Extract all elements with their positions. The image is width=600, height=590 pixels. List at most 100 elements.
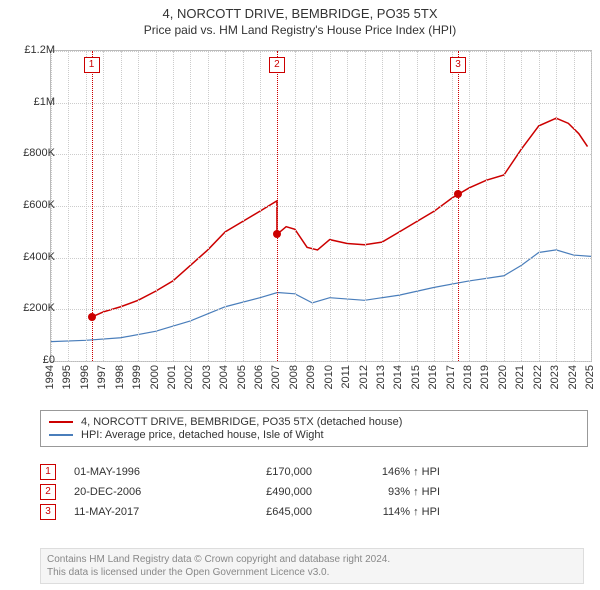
x-tick-label: 2010: [323, 365, 335, 389]
gridline-v: [295, 51, 296, 361]
x-tick-label: 2019: [479, 365, 491, 389]
series-line-property: [92, 118, 588, 317]
gridline-h: [51, 103, 591, 104]
gridline-v: [382, 51, 383, 361]
gridline-v: [539, 51, 540, 361]
gridline-v: [138, 51, 139, 361]
sale-price: £645,000: [212, 506, 312, 518]
gridline-v: [156, 51, 157, 361]
gridline-h: [51, 361, 591, 362]
x-tick-label: 2003: [201, 365, 213, 389]
gridline-v: [243, 51, 244, 361]
table-row: 2 20-DEC-2006 £490,000 93% ↑ HPI: [40, 484, 440, 500]
y-tick-label: £200K: [10, 302, 55, 314]
sale-marker: 1: [84, 57, 100, 73]
gridline-h: [51, 258, 591, 259]
gridline-v: [434, 51, 435, 361]
x-tick-label: 2013: [375, 365, 387, 389]
gridline-v: [347, 51, 348, 361]
sale-pct: 146% ↑ HPI: [330, 466, 440, 478]
x-tick-label: 2017: [445, 365, 457, 389]
sale-date: 01-MAY-1996: [74, 466, 194, 478]
gridline-v: [521, 51, 522, 361]
chart-titles: 4, NORCOTT DRIVE, BEMBRIDGE, PO35 5TX Pr…: [0, 0, 600, 37]
legend-label: 4, NORCOTT DRIVE, BEMBRIDGE, PO35 5TX (d…: [81, 416, 402, 428]
footer-attribution: Contains HM Land Registry data © Crown c…: [40, 548, 584, 584]
x-tick-label: 2025: [584, 365, 596, 389]
gridline-v: [556, 51, 557, 361]
x-tick-label: 2009: [305, 365, 317, 389]
x-tick-label: 2007: [270, 365, 282, 389]
y-tick-label: £400K: [10, 251, 55, 263]
gridline-v: [591, 51, 592, 361]
x-tick-label: 2014: [392, 365, 404, 389]
gridline-v: [208, 51, 209, 361]
gridline-v: [399, 51, 400, 361]
sale-index-badge: 3: [40, 504, 56, 520]
x-tick-label: 1996: [79, 365, 91, 389]
y-tick-label: £800K: [10, 147, 55, 159]
x-tick-label: 2024: [567, 365, 579, 389]
gridline-v: [486, 51, 487, 361]
sale-price: £490,000: [212, 486, 312, 498]
y-tick-label: £600K: [10, 199, 55, 211]
x-tick-label: 2004: [218, 365, 230, 389]
sale-date: 11-MAY-2017: [74, 506, 194, 518]
gridline-v: [330, 51, 331, 361]
x-tick-label: 2015: [410, 365, 422, 389]
legend-item: HPI: Average price, detached house, Isle…: [49, 429, 579, 441]
footer-line: This data is licensed under the Open Gov…: [47, 566, 577, 579]
gridline-v: [452, 51, 453, 361]
sale-dot: [88, 313, 96, 321]
x-tick-label: 2018: [462, 365, 474, 389]
x-tick-label: 2016: [427, 365, 439, 389]
y-tick-label: £1M: [10, 96, 55, 108]
x-tick-label: 2020: [497, 365, 509, 389]
legend-item: 4, NORCOTT DRIVE, BEMBRIDGE, PO35 5TX (d…: [49, 416, 579, 428]
sale-vline: [458, 51, 459, 361]
gridline-v: [86, 51, 87, 361]
sale-pct: 114% ↑ HPI: [330, 506, 440, 518]
sale-dot: [273, 230, 281, 238]
gridline-v: [312, 51, 313, 361]
x-tick-label: 2000: [149, 365, 161, 389]
gridline-v: [260, 51, 261, 361]
x-tick-label: 2002: [183, 365, 195, 389]
gridline-h: [51, 154, 591, 155]
chart-title: 4, NORCOTT DRIVE, BEMBRIDGE, PO35 5TX: [0, 6, 600, 21]
x-tick-label: 1995: [61, 365, 73, 389]
sale-date: 20-DEC-2006: [74, 486, 194, 498]
x-tick-label: 2021: [514, 365, 526, 389]
y-tick-label: £1.2M: [10, 44, 55, 56]
gridline-v: [469, 51, 470, 361]
sale-index-badge: 2: [40, 484, 56, 500]
x-tick-label: 1999: [131, 365, 143, 389]
x-tick-label: 1998: [114, 365, 126, 389]
gridline-v: [574, 51, 575, 361]
legend-swatch: [49, 421, 73, 423]
sale-index-badge: 1: [40, 464, 56, 480]
x-tick-label: 1994: [44, 365, 56, 389]
sales-table: 1 01-MAY-1996 £170,000 146% ↑ HPI 2 20-D…: [40, 460, 440, 524]
sale-marker: 2: [269, 57, 285, 73]
x-tick-label: 1997: [96, 365, 108, 389]
gridline-v: [68, 51, 69, 361]
gridline-h: [51, 51, 591, 52]
legend: 4, NORCOTT DRIVE, BEMBRIDGE, PO35 5TX (d…: [40, 410, 588, 447]
chart-subtitle: Price paid vs. HM Land Registry's House …: [0, 23, 600, 37]
sale-vline: [277, 51, 278, 361]
x-tick-label: 2011: [340, 365, 352, 389]
sale-price: £170,000: [212, 466, 312, 478]
sale-marker: 3: [450, 57, 466, 73]
gridline-v: [190, 51, 191, 361]
gridline-v: [103, 51, 104, 361]
gridline-v: [504, 51, 505, 361]
x-tick-label: 2008: [288, 365, 300, 389]
legend-swatch: [49, 434, 73, 436]
legend-label: HPI: Average price, detached house, Isle…: [81, 429, 324, 441]
x-tick-label: 2005: [236, 365, 248, 389]
table-row: 1 01-MAY-1996 £170,000 146% ↑ HPI: [40, 464, 440, 480]
gridline-v: [225, 51, 226, 361]
gridline-v: [417, 51, 418, 361]
plot-area: 1 2 3: [50, 50, 592, 362]
